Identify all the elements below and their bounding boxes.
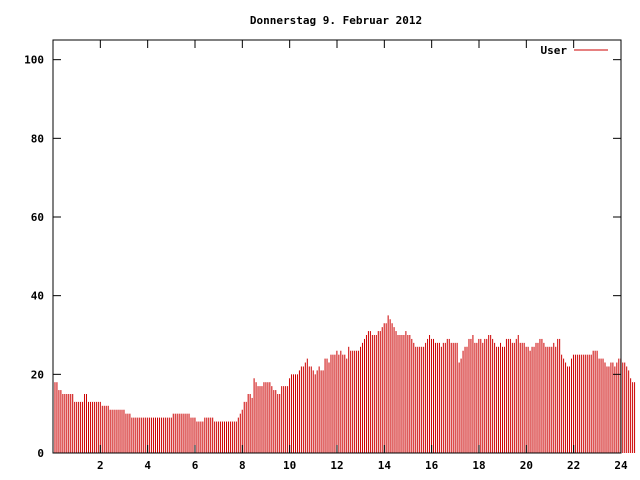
x-tick-label: 6 [192,459,199,472]
x-tick-label: 12 [330,459,343,472]
y-tick-label: 100 [24,54,44,67]
bar-series [52,315,636,453]
x-tick-label: 16 [425,459,439,472]
x-tick-label: 24 [614,459,628,472]
y-tick-label: 40 [31,290,44,303]
x-tick-label: 18 [472,459,485,472]
x-tick-label: 20 [520,459,533,472]
x-tick-label: 8 [239,459,246,472]
legend: User [541,44,608,57]
x-tick-label: 22 [567,459,580,472]
y-tick-label: 0 [37,447,44,460]
x-tick-label: 2 [97,459,104,472]
chart-title: Donnerstag 9. Februar 2012 [250,14,422,27]
y-tick-label: 60 [31,211,44,224]
x-tick-label: 10 [283,459,296,472]
legend-label: User [541,44,568,57]
y-tick-label: 20 [31,368,44,381]
x-tick-label: 4 [144,459,151,472]
x-tick-label: 14 [378,459,392,472]
y-tick-label: 80 [31,132,44,145]
